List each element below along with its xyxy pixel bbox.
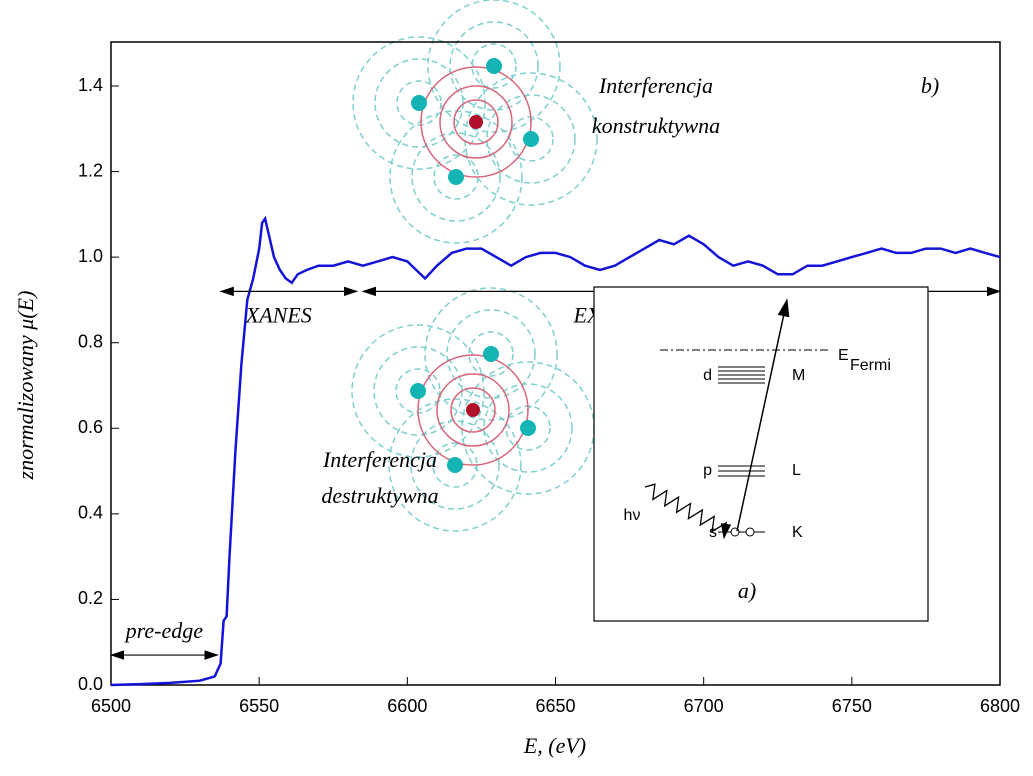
wave-circle — [468, 331, 514, 377]
atom — [410, 383, 426, 399]
wave-circle — [427, 0, 561, 133]
annotation: Interferencja — [598, 73, 713, 98]
x-tick-label: 6600 — [387, 696, 427, 716]
atom — [486, 58, 502, 74]
wave-circle — [417, 354, 529, 466]
x-tick-label: 6500 — [91, 696, 131, 716]
inset-box — [593, 286, 929, 622]
wave-circle — [436, 373, 510, 447]
wave-circle — [411, 132, 501, 222]
y-tick-label: 0.8 — [78, 331, 103, 351]
x-tick-label: 6650 — [535, 696, 575, 716]
y-axis-label: znormalizowany μ(E) — [13, 291, 38, 481]
y-tick-label: 1.2 — [78, 160, 103, 180]
y-tick-label: 0.6 — [78, 417, 103, 437]
orbital-label: d — [703, 367, 712, 384]
atom — [411, 95, 427, 111]
annotation: Interferencja — [322, 447, 437, 472]
panel-label: b) — [921, 73, 939, 98]
shell-label: L — [792, 462, 801, 479]
wave-circle — [420, 66, 532, 178]
wave-circle — [388, 398, 522, 532]
x-tick-label: 6550 — [239, 696, 279, 716]
x-axis-label: E, (eV) — [523, 733, 586, 758]
excitation-arrow — [736, 298, 790, 532]
inset-label: a) — [738, 578, 756, 603]
atom — [466, 403, 480, 417]
wave-circle — [449, 21, 539, 111]
electron — [745, 527, 755, 537]
y-tick-label: 0.0 — [78, 674, 103, 694]
shell-label: K — [792, 524, 803, 541]
wave-circle — [446, 309, 536, 399]
wave-circle — [389, 110, 523, 244]
wave-circle — [374, 58, 464, 148]
x-tick-label: 6700 — [684, 696, 724, 716]
wave-circle — [396, 80, 442, 126]
wave-circle — [450, 387, 496, 433]
x-tick-label: 6750 — [832, 696, 872, 716]
atom — [520, 420, 536, 436]
orbital-label: s — [709, 524, 717, 541]
data-line — [110, 215, 1001, 687]
photon-label: hν — [624, 507, 641, 524]
wave-circle — [486, 94, 576, 184]
wave-circle — [483, 383, 573, 473]
fermi-sub: Fermi — [850, 357, 891, 374]
atom — [523, 131, 539, 147]
wave-circle — [410, 420, 500, 510]
x-tick-label: 6800 — [980, 696, 1020, 716]
wave-circle — [352, 36, 486, 170]
range-label: pre-edge — [124, 618, 204, 643]
annotation: destruktywna — [321, 483, 438, 508]
wave-circle — [464, 72, 598, 206]
y-tick-label: 1.4 — [78, 75, 103, 95]
shell-label: M — [792, 367, 805, 384]
wave-circle — [471, 43, 517, 89]
wave-circle — [453, 99, 499, 145]
fermi-label: E — [838, 347, 849, 364]
atom — [447, 457, 463, 473]
atom — [448, 169, 464, 185]
atom — [469, 115, 483, 129]
y-tick-label: 1.0 — [78, 246, 103, 266]
y-tick-label: 0.2 — [78, 588, 103, 608]
atom — [483, 346, 499, 362]
photon — [644, 483, 732, 540]
y-tick-label: 0.4 — [78, 503, 103, 523]
wave-circle — [439, 85, 513, 159]
annotation: konstruktywna — [592, 113, 720, 138]
orbital-label: p — [703, 462, 712, 479]
range-label: XANES — [245, 302, 312, 327]
